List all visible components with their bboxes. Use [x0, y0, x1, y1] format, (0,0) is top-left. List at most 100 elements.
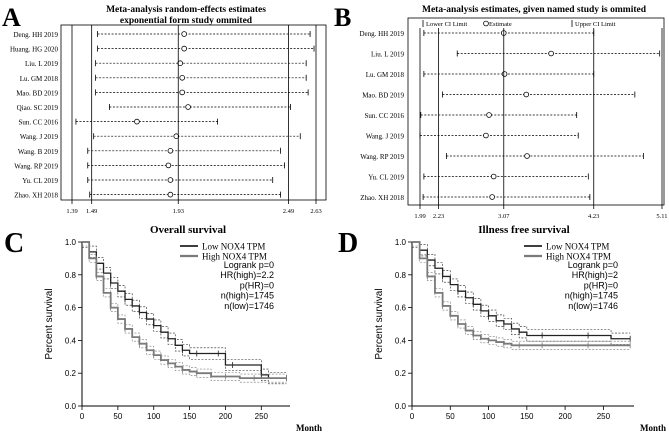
estimate-point	[490, 173, 497, 180]
legend-item: Low NOX4 TPM	[180, 242, 265, 252]
legend-label: Lower CI Limit	[426, 21, 467, 28]
y-tick-label: 0.6	[395, 304, 407, 313]
study-label: Wang. RP 2019	[14, 162, 58, 170]
chart-title: Illness free survival	[478, 224, 569, 236]
panel-letter-c: C	[4, 228, 24, 259]
study-label: Yu. CL 2019	[22, 177, 58, 185]
legend-item: High NOX4 TPM	[180, 252, 267, 262]
y-tick-label: 0.2	[395, 369, 407, 378]
panel-letter-a: A	[2, 3, 21, 32]
study-row: Wang. B 2019	[18, 147, 281, 156]
study-row: Wang. RP 2019	[14, 162, 285, 170]
forest-plot-b: B Meta-analysis estimates, given named s…	[334, 3, 668, 218]
stat-text: n(low)=1746	[568, 301, 618, 311]
stat-text: n(high)=1745	[565, 291, 618, 301]
x-tick-label: 150	[520, 412, 534, 421]
study-row: Qiao. SC 2019	[17, 104, 291, 112]
study-label: Lu. GM 2018	[20, 75, 59, 83]
legend-lower-ci: Lower CI Limit	[422, 20, 467, 28]
x-tick-label: 2.49	[283, 208, 294, 215]
x-tick-label: 50	[446, 412, 455, 421]
x-tick-label: 200	[558, 412, 572, 421]
legend-label: Upper CI Limit	[575, 21, 616, 28]
estimate-point	[181, 31, 187, 37]
plot-frame	[407, 17, 665, 206]
study-row: Deng. HH 2019	[13, 31, 311, 39]
x-tick-label: 150	[183, 412, 197, 421]
study-row: Yu. CL 2019	[368, 173, 589, 182]
chart-title-line-1: Meta-analysis random-effects estimates	[106, 5, 266, 15]
survival-curve	[412, 241, 631, 340]
study-row: Lu. GM 2018	[20, 74, 307, 83]
x-tick-label: 1.49	[86, 208, 97, 215]
stat-text: Logrank p=0	[224, 260, 274, 270]
y-tick-label: 0.8	[395, 271, 407, 280]
study-row: Lu. GM 2018	[366, 71, 595, 79]
study-row: Mao. BD 2019	[16, 89, 309, 97]
study-label: Wang. B 2019	[18, 148, 59, 156]
lower-confidence-band	[82, 245, 287, 383]
series-high-nox4	[82, 241, 287, 383]
study-row: Sun. CC 2016	[365, 112, 578, 120]
study-row: Zhao. XH 2018	[14, 191, 281, 200]
study-row: Mao. BD 2019	[362, 91, 636, 100]
estimate-point	[165, 162, 172, 169]
study-label: Wang. J 2019	[20, 133, 59, 141]
study-label: Huang. HG 2020	[10, 46, 59, 54]
x-tick-label: 1.99	[414, 213, 425, 218]
x-tick-label: 3.07	[498, 213, 510, 218]
series-low-nox4	[82, 241, 287, 385]
y-axis-title: Percent survival	[374, 288, 385, 359]
series-high-nox4	[412, 241, 631, 350]
stat-text: p(HR)=0	[584, 280, 618, 290]
stat-text: p(HR)=0	[240, 280, 274, 290]
study-row: Zhao. XH 2018	[360, 194, 591, 202]
study-row: Deng. HH 2019	[359, 30, 595, 38]
study-label: Qiao. SC 2019	[17, 104, 59, 112]
study-row: Yu. CL 2019	[22, 177, 274, 185]
study-label: Lu. GM 2018	[366, 71, 405, 79]
chart-title: Overall survival	[150, 224, 226, 236]
legend-estimate: Estimate	[483, 20, 512, 28]
chart-title-line-2: exponential form study ommited	[120, 16, 253, 26]
legend-label: Estimate	[489, 21, 512, 28]
study-row: Huang. HG 2020	[10, 45, 315, 54]
estimate-point	[173, 133, 180, 140]
x-tick-label: 2.63	[310, 208, 321, 215]
study-label: Zhao. XH 2018	[14, 192, 58, 200]
survival-plot-d: D Illness free survival Percent survival…	[338, 224, 666, 433]
study-label: Zhao. XH 2018	[360, 194, 404, 202]
legend-item: High NOX4 TPM	[524, 252, 611, 262]
y-tick-label: 1.0	[65, 238, 77, 247]
survival-curve	[82, 241, 287, 379]
study-label: Yu. CL 2019	[368, 174, 404, 182]
y-axis-title: Percent survival	[44, 288, 55, 359]
x-axis-title: Month	[296, 423, 322, 433]
study-row: Wang. J 2019	[366, 132, 579, 141]
study-label: Liu. L 2019	[25, 60, 58, 68]
y-tick-label: 0.0	[65, 402, 77, 411]
study-label: Sun. CC 2016	[365, 112, 405, 120]
study-label: Deng. HH 2019	[359, 30, 404, 38]
x-tick-label: 200	[219, 412, 233, 421]
chart-title: Meta-analysis estimates, given named stu…	[422, 5, 647, 15]
upper-confidence-band	[412, 241, 631, 342]
estimate-point	[483, 132, 489, 139]
study-label: Mao. BD 2019	[16, 89, 58, 97]
x-tick-label: 250	[255, 412, 269, 421]
stat-text: HR(high)=2	[572, 270, 618, 280]
study-row: Liu. L 2019	[371, 50, 661, 59]
x-tick-label: 1.39	[66, 208, 77, 215]
estimate-point	[179, 89, 185, 96]
study-row: Wang. J 2019	[20, 133, 301, 141]
estimate-point	[167, 177, 174, 183]
estimate-point	[524, 153, 530, 159]
x-tick-label: 2.23	[433, 213, 444, 218]
legend-label: Low NOX4 TPM	[546, 242, 609, 252]
legend-item: Low NOX4 TPM	[524, 242, 609, 252]
x-tick-label: 0	[80, 412, 85, 421]
legend-label: Low NOX4 TPM	[202, 242, 265, 252]
stat-text: n(high)=1745	[221, 291, 274, 301]
study-label: Sun. CC 2016	[19, 119, 59, 127]
x-tick-label: 4.23	[588, 213, 599, 218]
